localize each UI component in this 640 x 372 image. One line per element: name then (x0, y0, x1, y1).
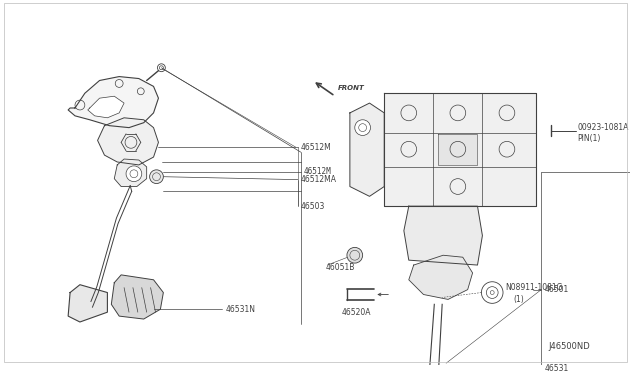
Polygon shape (404, 206, 483, 265)
Text: PIN(1): PIN(1) (578, 134, 601, 143)
Text: 46520A: 46520A (342, 308, 372, 317)
Text: 46512M: 46512M (301, 143, 332, 152)
Text: FRONT: FRONT (338, 85, 365, 92)
Text: N08911-1081G: N08911-1081G (505, 283, 563, 292)
Text: 46501: 46501 (544, 285, 568, 294)
Polygon shape (438, 135, 477, 165)
Polygon shape (97, 118, 159, 165)
Polygon shape (384, 93, 536, 206)
Polygon shape (115, 159, 147, 186)
Text: 46531: 46531 (544, 364, 568, 372)
Polygon shape (409, 255, 472, 299)
Text: 46051B: 46051B (325, 263, 355, 272)
Polygon shape (68, 77, 159, 128)
Polygon shape (88, 96, 124, 118)
Text: 00923-1081A: 00923-1081A (578, 123, 629, 132)
Text: 46531N: 46531N (225, 305, 255, 314)
Circle shape (355, 120, 371, 135)
Polygon shape (68, 285, 108, 322)
Circle shape (150, 170, 163, 183)
Circle shape (126, 166, 141, 182)
Text: (1): (1) (514, 295, 525, 304)
Circle shape (347, 247, 363, 263)
Polygon shape (350, 103, 384, 196)
Text: 46503: 46503 (301, 202, 325, 211)
Text: 46512MA: 46512MA (301, 175, 337, 184)
Text: 46512M: 46512M (304, 167, 332, 176)
Polygon shape (111, 275, 163, 319)
Text: J46500ND: J46500ND (548, 343, 590, 352)
